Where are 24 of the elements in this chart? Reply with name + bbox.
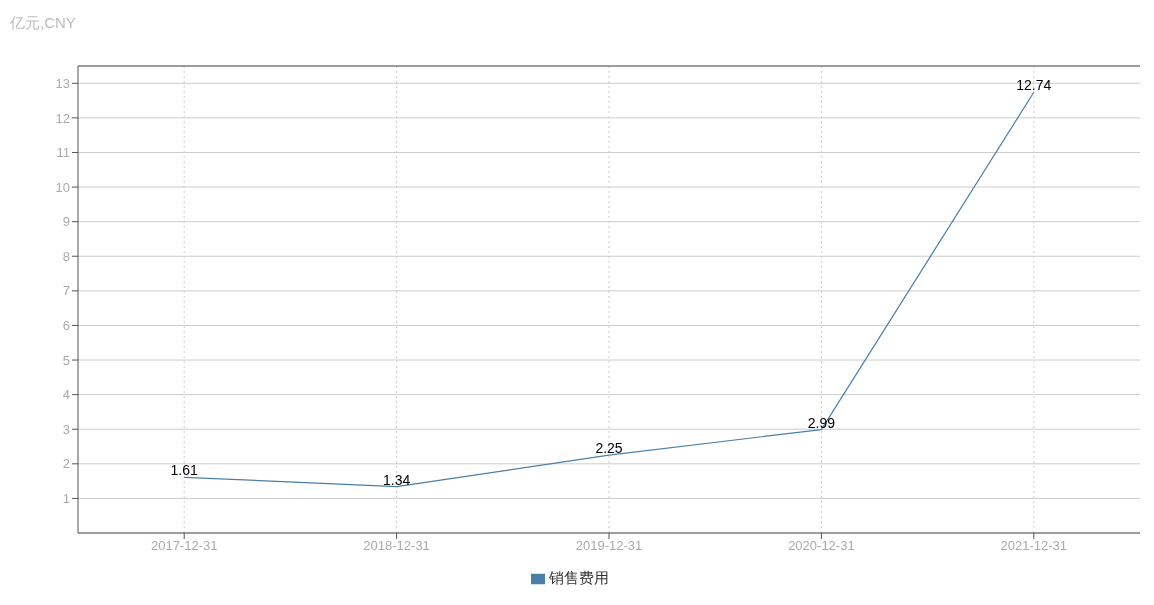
data-label: 12.74 [1016,77,1052,94]
y-tick-label: 11 [56,145,70,161]
y-tick-label: 13 [55,75,70,91]
x-tick-label: 2018-12-31 [363,538,430,554]
y-tick-label: 12 [55,110,70,126]
x-tick-label: 2021-12-31 [1000,538,1068,554]
y-tick-label: 3 [62,421,70,437]
x-tick-label: 2017-12-31 [150,538,218,554]
data-label: 1.34 [382,471,411,488]
x-tick-label: 2020-12-31 [788,538,855,554]
y-axis-title: 亿元,CNY [10,14,76,33]
y-tick-label: 5 [62,352,70,368]
y-tick-label: 8 [62,248,70,264]
data-label: 1.61 [170,462,199,479]
y-tick-label: 1 [62,491,70,507]
data-label: 2.25 [595,440,623,457]
y-tick-label: 9 [62,214,70,230]
x-tick-label: 2019-12-31 [575,538,643,554]
y-tick-label: 2 [62,456,70,472]
y-tick-label: 4 [62,387,70,403]
y-tick-label: 10 [55,179,70,195]
y-tick-label: 7 [62,283,70,299]
y-tick-label: 6 [62,318,70,334]
legend-label: 销售费用 [549,569,609,586]
